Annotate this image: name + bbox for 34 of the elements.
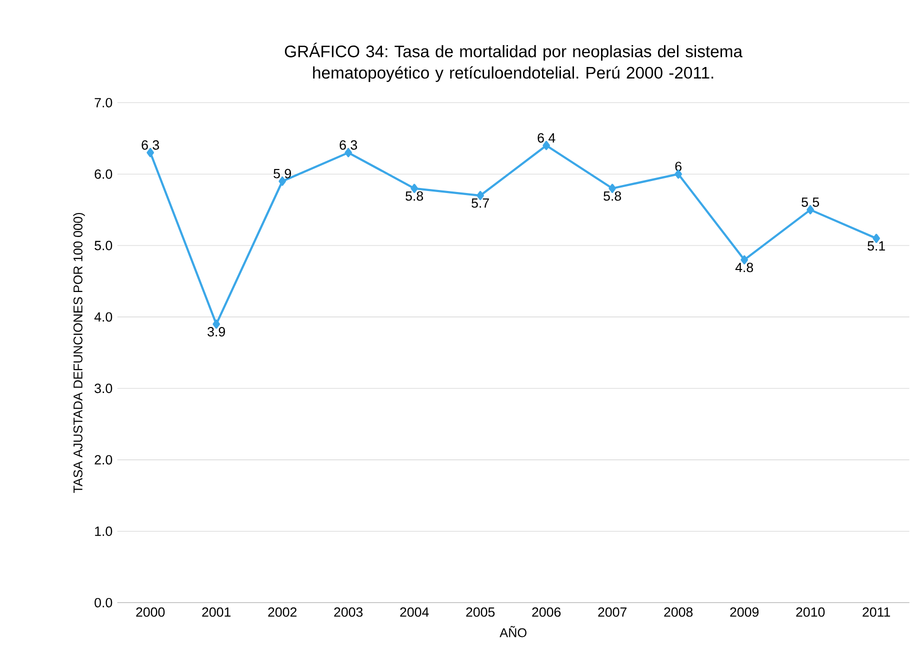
y-tick-label: 0.0	[94, 598, 112, 608]
y-tick-label: 6.0	[94, 169, 112, 179]
data-label: 5.9	[274, 168, 291, 178]
data-label: 5.5	[802, 198, 820, 207]
data-label: 3.9	[208, 327, 225, 336]
x-tick-label: 2003	[334, 607, 363, 617]
data-label: 5.7	[472, 198, 489, 208]
x-tick-label: 2004	[400, 607, 429, 617]
data-label: 5.8	[604, 191, 622, 201]
y-tick-label: 3.0	[94, 384, 112, 394]
x-tick-label: 2009	[730, 607, 759, 617]
data-label: 6.4	[538, 133, 556, 143]
x-tick-label: 2010	[796, 607, 825, 617]
x-tick-label: 2001	[202, 607, 231, 617]
x-tick-label: 2007	[598, 607, 627, 617]
data-label: 5.1	[868, 241, 885, 251]
y-tick-label: 4.0	[94, 312, 112, 322]
y-tick-label: 5.0	[94, 240, 112, 250]
chart-title: GRÁFICO 34: Tasa de mortalidad por neoplasias del sistema hematopoyético y retículoendotelial. Perú 2000 -2011.	[284, 42, 743, 82]
data-label: 6.3	[340, 140, 358, 150]
data-label: 4.8	[735, 262, 754, 272]
x-tick-label: 2011	[862, 607, 890, 617]
data-label: 5.8	[406, 191, 424, 201]
x-tick-label: 2005	[466, 607, 495, 617]
x-tick-label: 2002	[268, 607, 297, 617]
y-axis-title: TASA AJUSTADA DEFUNCIONES POR 100 000)	[73, 212, 85, 493]
data-label: 6.3	[142, 140, 160, 150]
y-tick-label: 2.0	[94, 455, 112, 465]
x-tick-label: 2000	[136, 607, 165, 617]
x-axis-title: AÑO	[500, 626, 526, 638]
x-tick-label: 2006	[532, 607, 561, 617]
y-tick-label: 7.0	[94, 98, 112, 108]
y-tick-label: 1.0	[95, 526, 112, 536]
x-tick-label: 2008	[664, 607, 693, 617]
